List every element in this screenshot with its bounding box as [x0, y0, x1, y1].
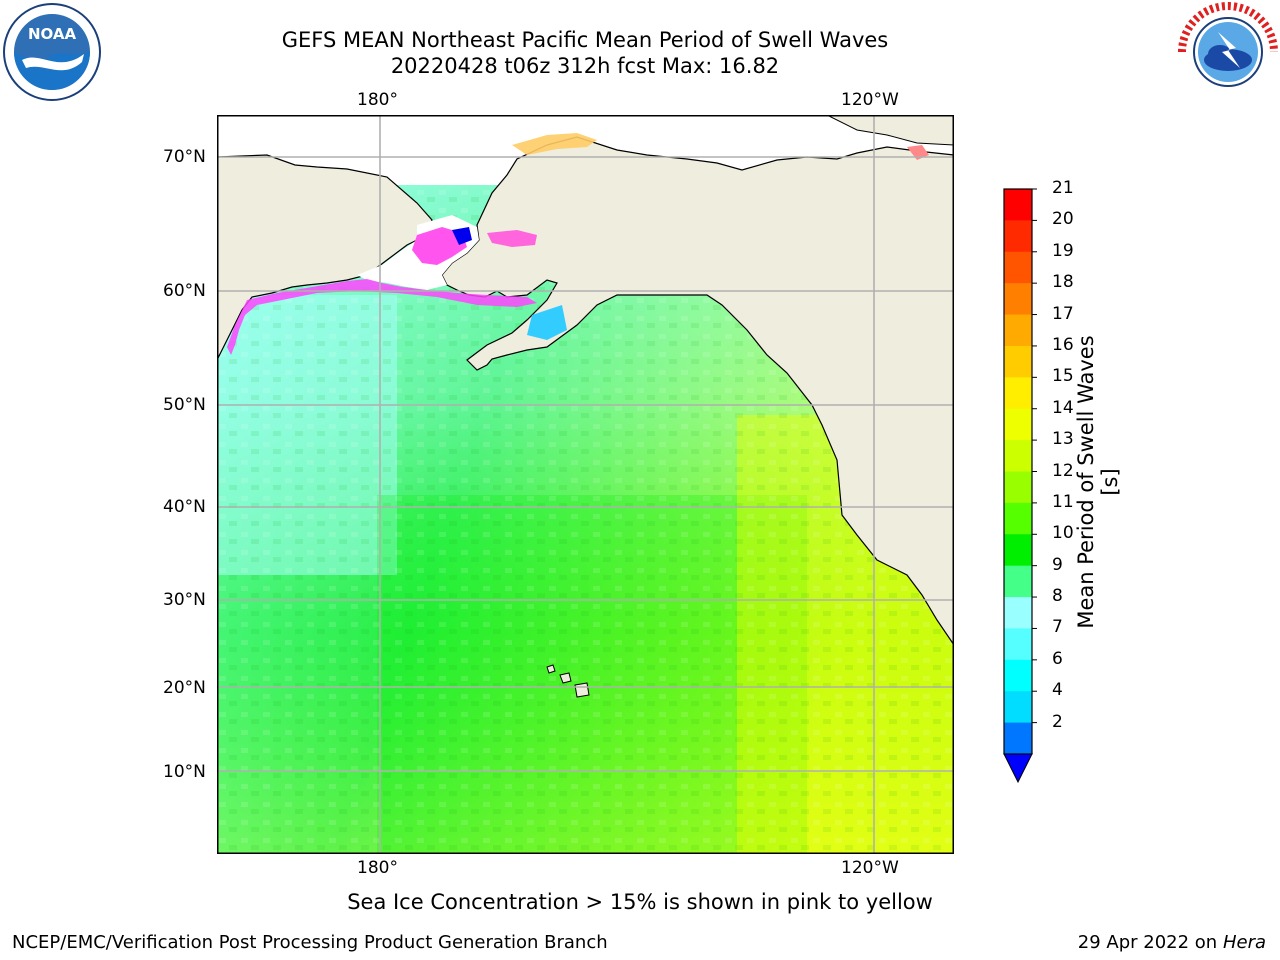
colorbar-ticks: 21 20 19 18 17 16 15 14 13 12 11 10 9 8 7 6 4 2: [1052, 178, 1092, 785]
sea-ice-band: [227, 279, 537, 355]
colorbar-tick-label: 7: [1052, 617, 1063, 638]
colorbar-tick-label: 2: [1052, 711, 1063, 732]
colorbar-segment: [1004, 691, 1032, 724]
colorbar-tick-label: 18: [1052, 272, 1074, 293]
colorbar-segment: [1004, 189, 1032, 221]
sea-ice-arctic: [512, 133, 597, 155]
colorbar-segment: [1004, 440, 1032, 472]
noaa-logo-icon: NOAA: [2, 2, 102, 102]
lon-label-top-120w: 120°W: [841, 90, 899, 110]
colorbar-tick-label: 20: [1052, 209, 1074, 230]
lat-label-10n: 10°N: [163, 762, 206, 782]
map-svg: [216, 114, 955, 855]
hawaii-island-1: [546, 664, 556, 674]
lat-label-20n: 20°N: [163, 678, 206, 698]
colorbar-tick-label: 4: [1052, 680, 1063, 701]
colorbar-segment: [1004, 314, 1032, 347]
lat-label-70n: 70°N: [163, 147, 206, 167]
colorbar-tick-label: 16: [1052, 334, 1074, 355]
colorbar-segment: [1004, 345, 1032, 378]
hawaii-island-2: [559, 672, 572, 684]
colorbar-tick-label: 14: [1052, 397, 1074, 418]
nws-logo-icon: [1178, 2, 1278, 102]
map-frame: [217, 115, 954, 854]
colorbar-tick-label: 12: [1052, 460, 1074, 481]
colorbar-segment: [1004, 471, 1032, 504]
lat-label-30n: 30°N: [163, 590, 206, 610]
colorbar-segment: [1004, 408, 1032, 441]
lat-label-40n: 40°N: [163, 497, 206, 517]
colorbar-segment: [1004, 283, 1032, 316]
colorbar-segment: [1004, 659, 1032, 692]
graticule: [217, 115, 954, 854]
colorbar-tick-label: 15: [1052, 366, 1074, 387]
colorbar-extend-triangle: [1003, 753, 1033, 784]
colorbar-tick-label: 9: [1052, 554, 1063, 575]
colorbar-tick-label: 10: [1052, 523, 1074, 544]
sea-ice-core: [452, 227, 472, 245]
sea-ice-patch: [412, 227, 467, 265]
footer-date: 29 Apr 2022 on Hera: [1078, 932, 1266, 953]
footer-date-text: 29 Apr 2022 on: [1077, 932, 1218, 953]
lat-label-60n: 60°N: [163, 281, 206, 301]
lon-label-bottom-120w: 120°W: [841, 858, 899, 878]
sea-ice-caption: Sea Ice Concentration > 15% is shown in …: [347, 890, 933, 914]
colorbar-segment: [1004, 597, 1032, 629]
title-line-1: GEFS MEAN Northeast Pacific Mean Period …: [281, 28, 889, 52]
colorbar-svg: [1003, 188, 1037, 784]
sea-ice-patch-2: [487, 230, 537, 247]
lat-label-50n: 50°N: [163, 395, 206, 415]
lon-label-top-180: 180°: [357, 90, 398, 110]
colorbar-tick-label: 21: [1052, 178, 1074, 198]
svg-text:NOAA: NOAA: [28, 25, 77, 43]
colorbar-segment: [1004, 534, 1032, 567]
map-panel: [216, 114, 955, 855]
colorbar-tick-label: 11: [1052, 491, 1074, 512]
colorbar-segment: [1004, 722, 1032, 755]
lon-label-bottom-180: 180°: [357, 858, 398, 878]
colorbar-tick-label: 19: [1052, 240, 1074, 261]
colorbar-segment: [1004, 251, 1032, 284]
colorbar: [1000, 185, 1050, 785]
colorbar-segment: [1004, 220, 1032, 253]
colorbar-label: Mean Period of Swell Waves [s]: [1074, 335, 1122, 629]
colorbar-segment: [1004, 628, 1032, 661]
cook-inlet-low-period: [527, 305, 567, 340]
footer-machine: Hera: [1222, 932, 1266, 953]
hawaii-island-3: [574, 682, 590, 698]
colorbar-segment: [1004, 377, 1032, 410]
colorbar-tick-label: 17: [1052, 303, 1074, 324]
chart-title: GEFS MEAN Northeast Pacific Mean Period …: [0, 27, 1170, 79]
title-line-2: 20220428 t06z 312h fcst Max: 16.82: [390, 54, 780, 78]
colorbar-tick-label: 8: [1052, 586, 1063, 607]
colorbar-segment: [1004, 565, 1032, 598]
colorbar-tick-label: 6: [1052, 648, 1063, 669]
colorbar-segment: [1004, 502, 1032, 535]
colorbar-tick-label: 13: [1052, 429, 1074, 450]
footer-credit: NCEP/EMC/Verification Post Processing Pr…: [12, 932, 608, 953]
